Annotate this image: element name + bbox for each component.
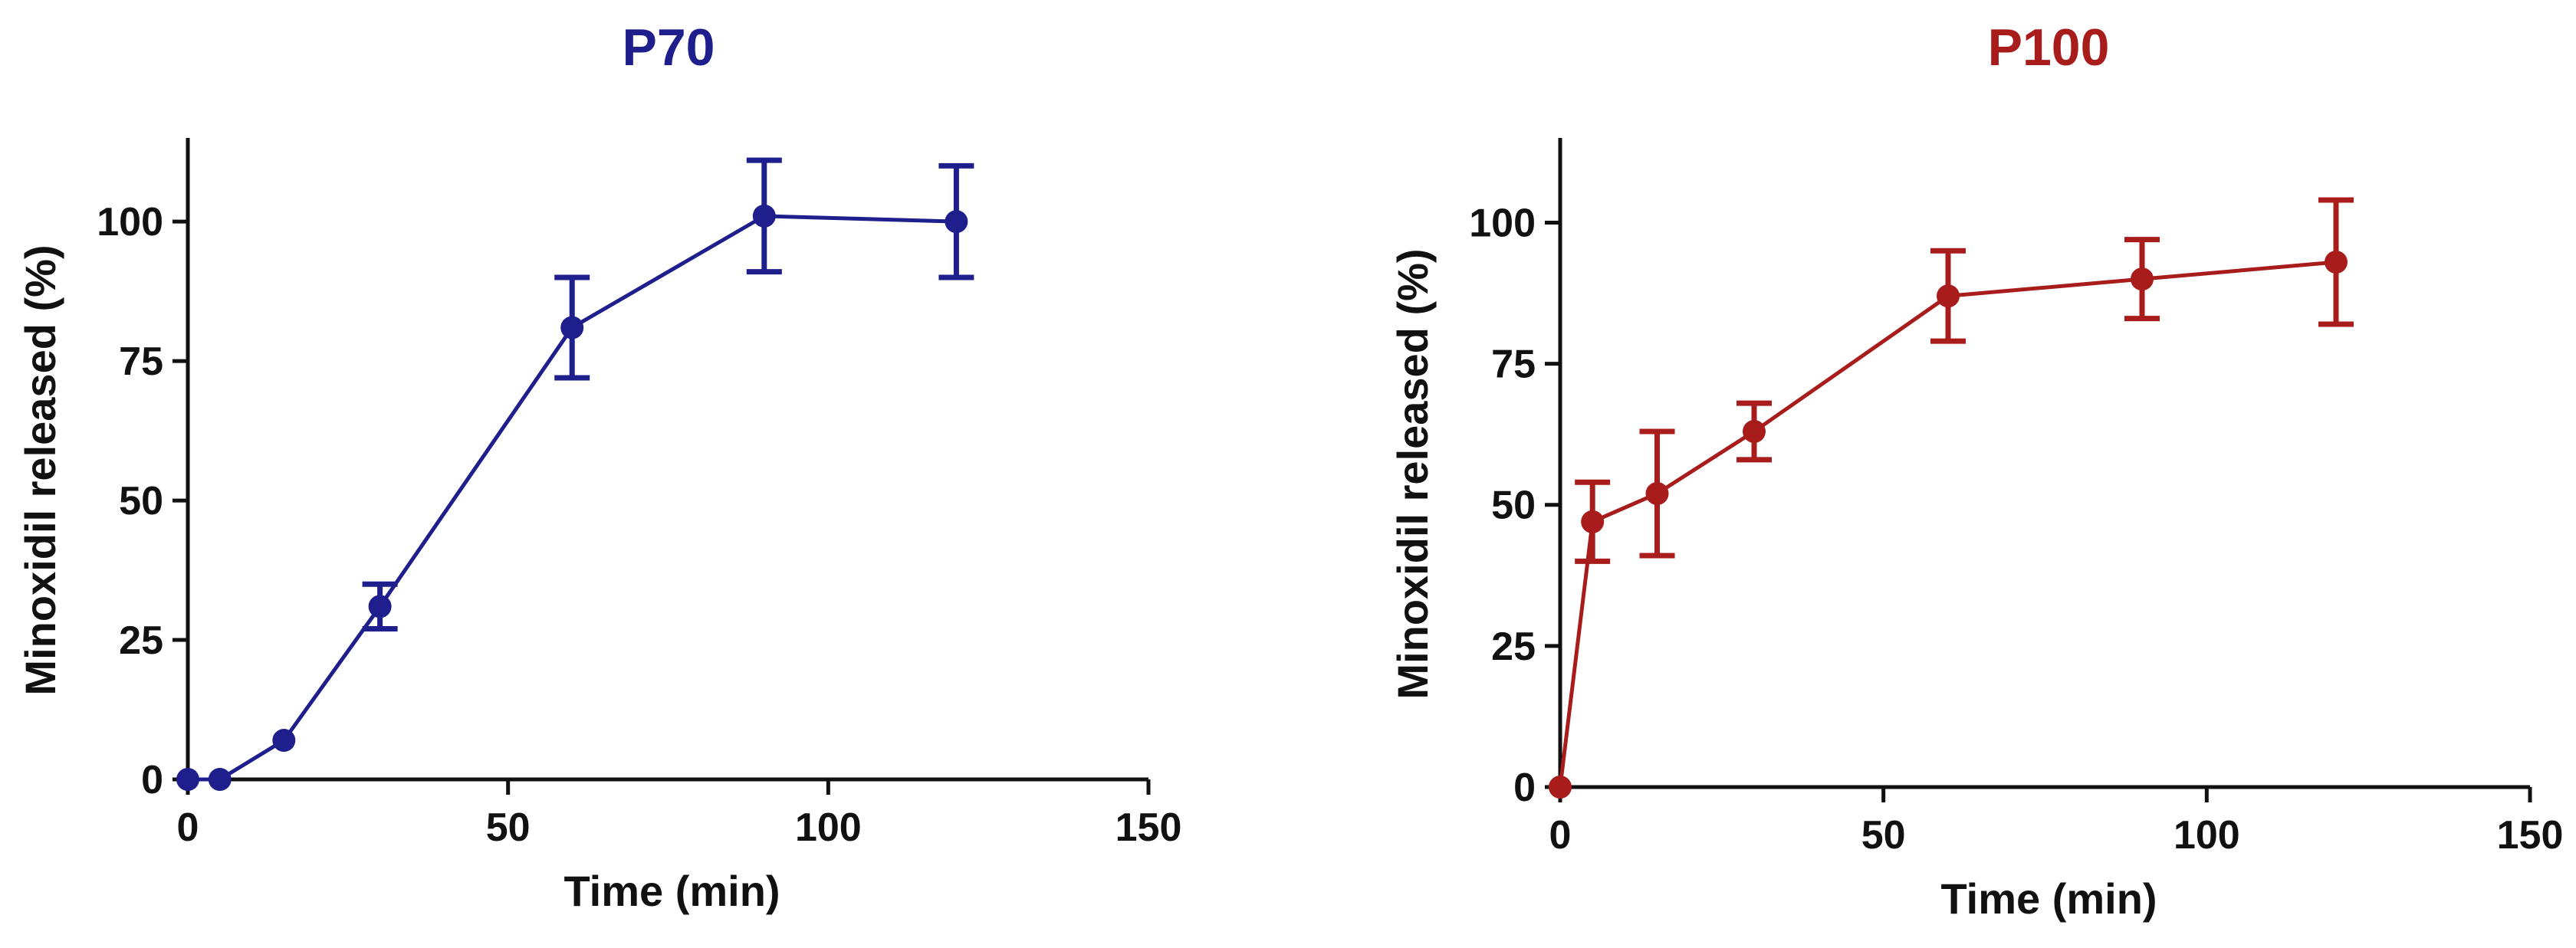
y-tick-label: 75 xyxy=(119,340,163,384)
data-point xyxy=(2325,251,2348,274)
y-axis-title: Minoxidil released (%) xyxy=(1388,248,1437,699)
x-tick-label: 150 xyxy=(2497,813,2564,858)
y-axis-title: Minoxidil released (%) xyxy=(16,244,64,695)
x-tick-label: 150 xyxy=(1116,805,1182,850)
y-tick-label: 50 xyxy=(1491,484,1536,528)
chart-title: P70 xyxy=(623,18,715,77)
x-axis-title: Time (min) xyxy=(1940,874,2157,923)
data-point xyxy=(1937,284,1960,308)
x-tick-label: 0 xyxy=(1549,813,1572,858)
y-tick-label: 75 xyxy=(1491,343,1536,387)
data-point xyxy=(560,316,584,340)
y-tick-label: 25 xyxy=(1491,625,1536,669)
x-axis-title: Time (min) xyxy=(564,867,780,915)
data-point xyxy=(1645,482,1669,506)
y-tick-label: 25 xyxy=(119,618,163,663)
y-tick-label: 100 xyxy=(1469,201,1536,245)
data-point xyxy=(2131,267,2154,291)
x-tick-label: 50 xyxy=(1861,813,1906,858)
data-point xyxy=(945,210,968,234)
y-tick-label: 100 xyxy=(97,200,163,244)
y-tick-label: 0 xyxy=(141,758,163,802)
data-point xyxy=(176,768,199,791)
x-tick-label: 50 xyxy=(486,805,531,850)
chart-panel-p70: P70 0 25 50 75 100 0 50 100 150 Time (min) Minoxidi… xyxy=(16,18,1181,915)
data-point xyxy=(1743,419,1766,443)
chart-title: P100 xyxy=(1988,18,2110,77)
data-point xyxy=(1549,776,1572,799)
data-point xyxy=(208,768,232,791)
data-point xyxy=(272,729,296,753)
x-tick-label: 100 xyxy=(2174,813,2240,858)
data-point xyxy=(752,204,776,228)
x-tick-label: 0 xyxy=(177,805,199,850)
data-point xyxy=(368,595,392,618)
x-tick-label: 100 xyxy=(795,805,862,850)
y-tick-label: 50 xyxy=(119,479,163,523)
y-tick-label: 0 xyxy=(1513,766,1536,810)
data-point xyxy=(1581,510,1605,533)
chart-panel-p100: P100 0 25 50 75 100 0 50 100 150 Time (min) Minoxid… xyxy=(1388,18,2563,923)
